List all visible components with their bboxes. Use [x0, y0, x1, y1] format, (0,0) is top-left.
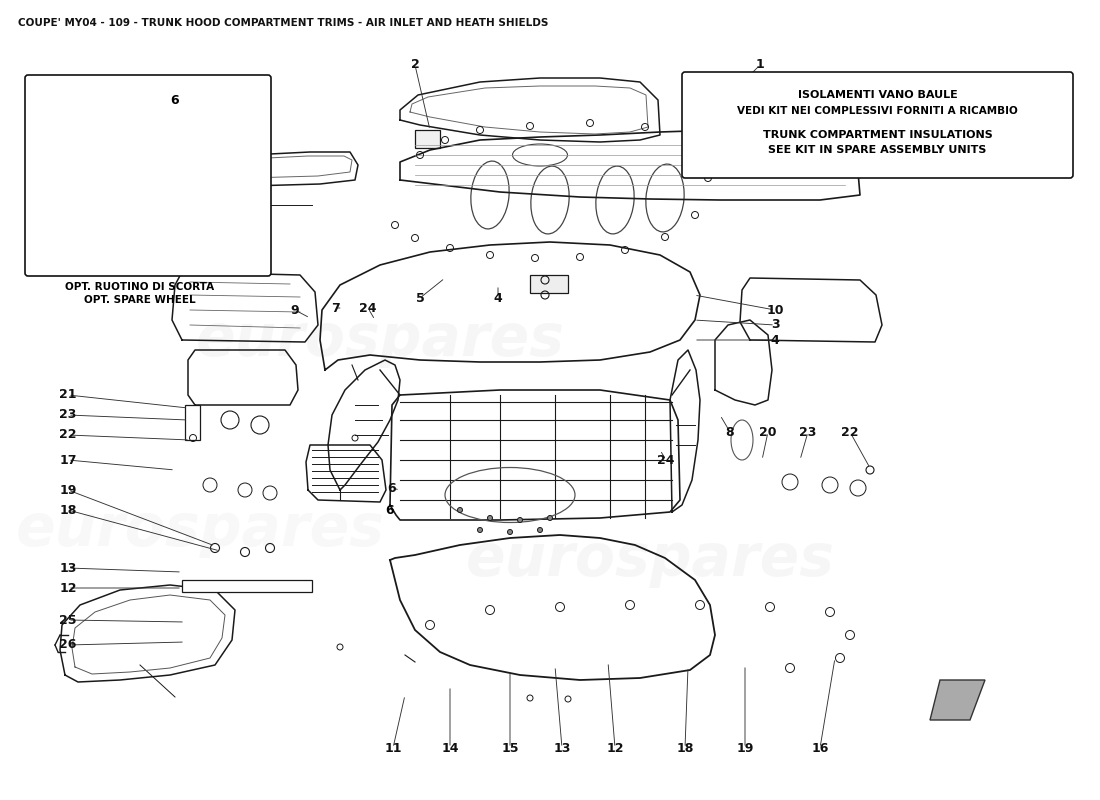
- Text: 5: 5: [416, 291, 425, 305]
- Circle shape: [517, 518, 522, 522]
- Text: 18: 18: [676, 742, 694, 754]
- Text: 14: 14: [441, 742, 459, 754]
- Text: 11: 11: [384, 742, 402, 754]
- Text: 15: 15: [502, 742, 519, 754]
- Bar: [182, 580, 312, 592]
- Text: eurospares: eurospares: [465, 531, 835, 589]
- Circle shape: [538, 527, 542, 533]
- Text: 18: 18: [59, 503, 77, 517]
- Text: 22: 22: [842, 426, 859, 438]
- Text: 24: 24: [658, 454, 674, 466]
- FancyBboxPatch shape: [25, 75, 271, 276]
- Text: 6: 6: [170, 94, 179, 106]
- Text: 8: 8: [726, 426, 735, 438]
- Text: 12: 12: [606, 742, 624, 754]
- Text: 13: 13: [59, 562, 77, 574]
- Bar: [415, 130, 440, 148]
- Text: SEE KIT IN SPARE ASSEMBLY UNITS: SEE KIT IN SPARE ASSEMBLY UNITS: [768, 145, 987, 155]
- Text: eurospares: eurospares: [196, 311, 564, 369]
- Text: COUPE' MY04 - 109 - TRUNK HOOD COMPARTMENT TRIMS - AIR INLET AND HEATH SHIELDS: COUPE' MY04 - 109 - TRUNK HOOD COMPARTME…: [18, 18, 549, 28]
- Polygon shape: [930, 680, 984, 720]
- Text: eurospares: eurospares: [15, 502, 385, 558]
- Text: 21: 21: [59, 389, 77, 402]
- Text: 17: 17: [59, 454, 77, 466]
- Circle shape: [477, 527, 483, 533]
- Bar: [530, 275, 568, 293]
- Text: 23: 23: [59, 409, 77, 422]
- Text: 6: 6: [386, 503, 394, 517]
- Text: 1: 1: [756, 58, 764, 71]
- Text: 24: 24: [360, 302, 376, 314]
- Circle shape: [458, 507, 462, 513]
- Circle shape: [507, 530, 513, 534]
- Circle shape: [548, 515, 552, 521]
- Text: 20: 20: [759, 426, 777, 438]
- Text: 4: 4: [494, 291, 503, 305]
- Text: 26: 26: [59, 638, 77, 651]
- Text: 13: 13: [553, 742, 571, 754]
- Text: 16: 16: [812, 742, 828, 754]
- FancyBboxPatch shape: [682, 72, 1072, 178]
- Text: VEDI KIT NEI COMPLESSIVI FORNITI A RICAMBIO: VEDI KIT NEI COMPLESSIVI FORNITI A RICAM…: [737, 106, 1018, 116]
- Text: 3: 3: [771, 318, 779, 331]
- Text: 2: 2: [410, 58, 419, 71]
- Text: 25: 25: [59, 614, 77, 626]
- Text: 9: 9: [290, 303, 299, 317]
- Text: 6: 6: [387, 482, 396, 494]
- Bar: [185, 405, 200, 440]
- Text: OPT. SPARE WHEEL: OPT. SPARE WHEEL: [85, 295, 196, 305]
- Text: 19: 19: [736, 742, 754, 754]
- Text: 7: 7: [331, 302, 340, 314]
- Text: 22: 22: [59, 429, 77, 442]
- Text: TRUNK COMPARTMENT INSULATIONS: TRUNK COMPARTMENT INSULATIONS: [762, 130, 992, 140]
- Text: ISOLAMENTI VANO BAULE: ISOLAMENTI VANO BAULE: [798, 90, 957, 100]
- Text: OPT. RUOTINO DI SCORTA: OPT. RUOTINO DI SCORTA: [65, 282, 214, 292]
- Circle shape: [487, 515, 493, 521]
- Text: 12: 12: [59, 582, 77, 594]
- Text: 23: 23: [800, 426, 816, 438]
- Text: 4: 4: [771, 334, 780, 346]
- Text: 10: 10: [767, 303, 783, 317]
- Text: 19: 19: [59, 483, 77, 497]
